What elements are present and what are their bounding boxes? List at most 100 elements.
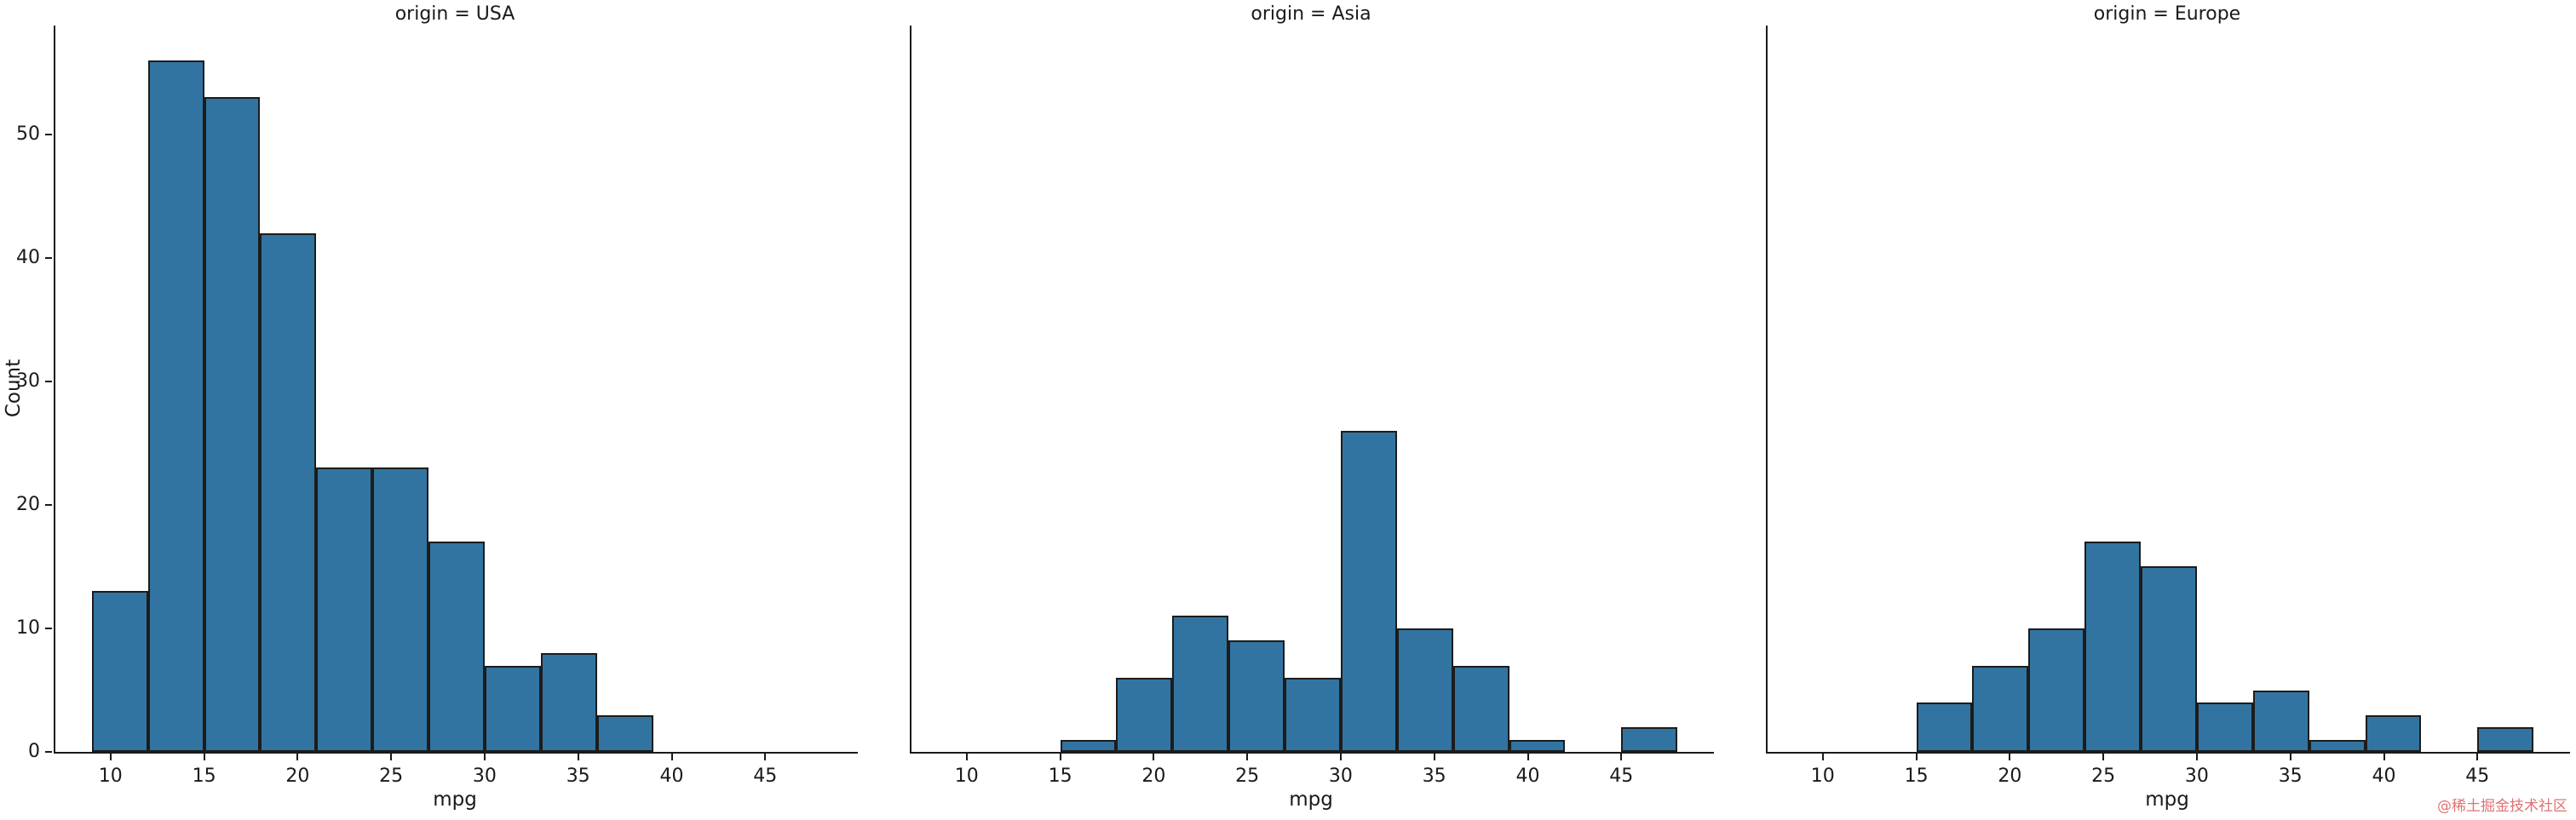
y-tick-label: 0: [28, 741, 40, 762]
x-tick-mark: [1339, 754, 1342, 760]
histogram-bar: [1285, 678, 1341, 752]
y-tick-label: 30: [16, 370, 40, 392]
x-tick-mark: [1527, 754, 1529, 760]
x-tick-label: 20: [285, 766, 310, 787]
y-tick-label: 10: [16, 616, 40, 639]
plot-area-usa: 10 15 20 25 30 35 40 45 0 10 20 30 40 50: [16, 26, 858, 787]
histogram-bar: [2084, 542, 2142, 752]
plot-area-asia: 10 15 20 25 30 35 40 45: [910, 26, 1714, 787]
histogram-bar: [1228, 640, 1285, 752]
histogram-bar: [2028, 628, 2085, 752]
x-tick-mark: [1915, 754, 1918, 760]
facet-title-asia: origin = Asia: [1251, 3, 1371, 25]
x-tick-label: 45: [2465, 766, 2490, 787]
x-tick-mark: [390, 754, 393, 760]
y-tick-mark: [45, 503, 52, 506]
x-tick-mark: [296, 754, 299, 760]
x-tick-label: 15: [192, 766, 216, 787]
histogram-bar: [1396, 628, 1453, 752]
x-tick-mark: [2476, 754, 2479, 760]
x-tick-label: 45: [753, 766, 778, 787]
x-tick-mark: [1246, 754, 1249, 760]
watermark: @稀土掘金技术社区: [2437, 798, 2567, 815]
x-tick-mark: [203, 754, 205, 760]
x-tick-mark: [577, 754, 579, 760]
x-tick-label: 40: [2372, 766, 2396, 787]
x-tick-label: 15: [1048, 766, 1072, 787]
histogram-bar: [260, 232, 317, 752]
x-tick-mark: [1059, 754, 1061, 760]
x-tick-mark: [109, 754, 112, 760]
histogram-bar: [2252, 690, 2309, 752]
x-tick-label: 25: [379, 766, 404, 787]
x-axis-label-asia: mpg: [1289, 788, 1333, 811]
x-tick-mark: [670, 754, 673, 760]
x-tick-mark: [2289, 754, 2291, 760]
x-tick-mark: [1153, 754, 1155, 760]
x-tick-mark: [1821, 754, 1824, 760]
histogram-bar: [596, 714, 653, 752]
x-tick-mark: [2383, 754, 2385, 760]
x-tick-label: 20: [1141, 766, 1166, 787]
facet-title-europe: origin = Europe: [2093, 3, 2241, 25]
histogram-bar: [1172, 616, 1229, 752]
x-tick-mark: [2195, 754, 2198, 760]
x-tick-label: 40: [659, 766, 684, 787]
histogram-bar: [1340, 430, 1397, 752]
x-tick-mark: [965, 754, 968, 760]
histogram-bar: [147, 60, 204, 752]
y-tick-mark: [45, 256, 52, 259]
histogram-bar: [1916, 702, 1973, 752]
x-axis-label-europe: mpg: [2145, 788, 2189, 811]
histogram-bar: [316, 467, 373, 752]
histogram-bar: [2477, 727, 2534, 752]
x-tick-label: 35: [566, 766, 590, 787]
x-tick-label: 30: [1328, 766, 1353, 787]
histogram-bar: [484, 665, 541, 752]
histogram-bar: [1060, 739, 1117, 752]
histogram-bar: [204, 97, 261, 752]
x-tick-label: 20: [1998, 766, 2022, 787]
x-tick-mark: [2102, 754, 2105, 760]
histogram-bar: [2365, 714, 2422, 752]
histogram-bar: [540, 652, 597, 752]
x-tick-mark: [2009, 754, 2011, 760]
plot-area-europe: 10 15 20 25 30 35 40 45: [1766, 26, 2570, 787]
x-tick-label: 10: [1810, 766, 1835, 787]
histogram-bar: [372, 467, 429, 752]
x-tick-mark: [483, 754, 486, 760]
x-axis-label-usa: mpg: [433, 788, 477, 811]
histogram-bar: [2141, 566, 2197, 752]
y-tick-mark: [45, 751, 52, 753]
x-tick-label: 10: [954, 766, 979, 787]
x-tick-label: 25: [2091, 766, 2116, 787]
histogram-bar: [1452, 665, 1509, 752]
x-tick-label: 40: [1515, 766, 1540, 787]
histogram-bar: [2309, 739, 2366, 752]
x-tick-mark: [764, 754, 767, 760]
x-tick-label: 25: [1235, 766, 1260, 787]
histogram-bar: [1972, 665, 2029, 752]
x-tick-label: 10: [98, 766, 123, 787]
x-tick-label: 35: [1422, 766, 1446, 787]
x-tick-label: 35: [2278, 766, 2303, 787]
histogram-bar: [2196, 702, 2253, 752]
x-tick-label: 30: [2184, 766, 2209, 787]
y-tick-label: 20: [16, 493, 40, 515]
histogram-bar: [428, 542, 485, 752]
x-tick-label: 15: [1904, 766, 1929, 787]
y-tick-label: 50: [16, 123, 40, 145]
y-tick-mark: [45, 133, 52, 135]
histogram-bar: [1509, 739, 1566, 752]
y-tick-mark: [45, 380, 52, 382]
x-tick-label: 30: [472, 766, 497, 787]
x-tick-mark: [1620, 754, 1623, 760]
x-tick-mark: [1433, 754, 1435, 760]
histogram-bar: [1621, 727, 1678, 752]
facet-title-usa: origin = USA: [394, 3, 515, 25]
y-tick-label: 40: [16, 246, 40, 268]
y-tick-mark: [45, 627, 52, 629]
x-tick-label: 45: [1609, 766, 1634, 787]
histogram-bar: [1116, 678, 1173, 752]
